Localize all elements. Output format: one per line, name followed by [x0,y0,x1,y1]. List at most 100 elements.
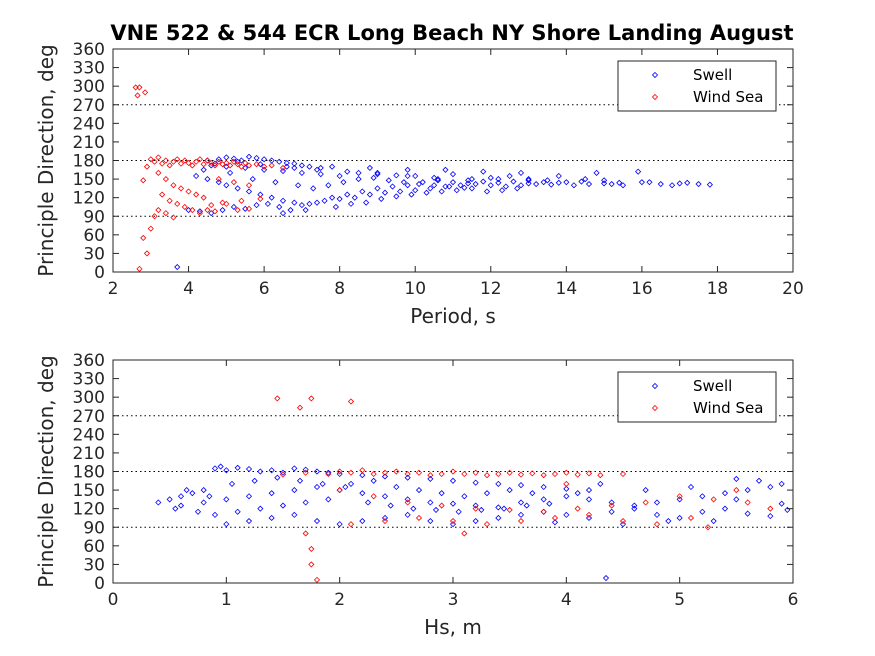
data-point [461,493,468,500]
data-point [230,179,237,186]
data-point [217,463,224,470]
data-point [676,496,683,503]
data-point [147,225,154,232]
x-tick-label: 1 [221,590,232,610]
data-point [162,210,169,217]
data-point [495,179,502,186]
data-point [449,468,457,475]
data-point [223,467,230,474]
data-point [506,506,513,513]
data-point [215,158,222,165]
data-point [465,180,472,187]
data-point [170,158,177,165]
data-point [449,521,457,528]
data-point [601,180,608,187]
data-point [381,469,389,476]
data-point [308,561,315,568]
data-point [767,513,774,520]
data-point [151,158,158,165]
data-point [279,167,287,175]
data-point [453,187,460,194]
data-point [174,263,181,271]
data-point [291,487,298,494]
data-point [336,487,343,494]
data-point [449,179,457,186]
data-point [193,158,200,165]
data-point [514,185,521,192]
data-point [582,176,589,183]
data-point [155,154,162,161]
data-point [313,483,321,491]
x-tick-label: 20 [782,279,804,299]
data-point [404,511,411,518]
data-point [676,180,683,187]
data-point [412,187,419,194]
data-point [134,92,141,99]
data-point [619,470,627,478]
x-tick-label: 2 [108,279,119,299]
data-point [291,199,298,206]
data-point [279,210,287,217]
data-point [245,493,253,500]
data-point [295,182,302,189]
data-point [468,185,475,192]
data-point [585,511,593,518]
data-point [336,195,343,202]
data-point [393,193,400,200]
data-point [172,505,179,512]
data-point [359,517,366,525]
data-point [336,172,343,180]
data-point [487,182,494,189]
series-wind-sea [132,84,287,272]
data-point [669,182,676,189]
data-point [540,472,547,479]
y-tick-label: 0 [94,574,105,594]
data-point [393,172,400,179]
data-point [268,514,275,522]
data-point [321,197,328,204]
data-point [279,197,287,204]
data-point [230,158,237,165]
data-point [551,470,559,478]
data-point [551,519,559,526]
data-point [529,470,536,477]
data-point [268,162,275,169]
data-point [563,511,570,518]
data-point [177,502,185,509]
data-point [517,169,525,176]
data-point [253,154,260,162]
data-point [215,179,222,186]
data-point [208,210,215,217]
data-point [189,206,196,214]
data-point [472,517,479,525]
data-point [744,499,751,506]
data-point [298,202,305,209]
data-point [238,163,245,170]
data-point [238,157,245,164]
y-tick-label: 360 [73,351,105,371]
data-point [657,180,664,188]
data-point [642,499,649,506]
data-point [155,206,162,214]
data-point [523,502,530,509]
data-point [767,505,774,512]
data-point [336,521,343,528]
y-axis-label: Principle Direction, deg [34,44,58,276]
data-point [710,517,717,525]
data-point [227,169,234,176]
data-point [517,482,525,489]
data-point [374,169,381,176]
data-point [230,155,237,162]
data-point [449,477,457,484]
data-point [181,157,188,164]
data-point [159,191,166,198]
data-point [408,191,415,198]
y-tick-label: 270 [73,407,105,427]
data-point [601,177,608,184]
data-point [200,487,207,494]
data-point [261,156,268,163]
data-point [245,205,253,212]
y-tick-label: 180 [73,152,105,172]
data-point [204,157,211,164]
data-point [540,496,547,503]
